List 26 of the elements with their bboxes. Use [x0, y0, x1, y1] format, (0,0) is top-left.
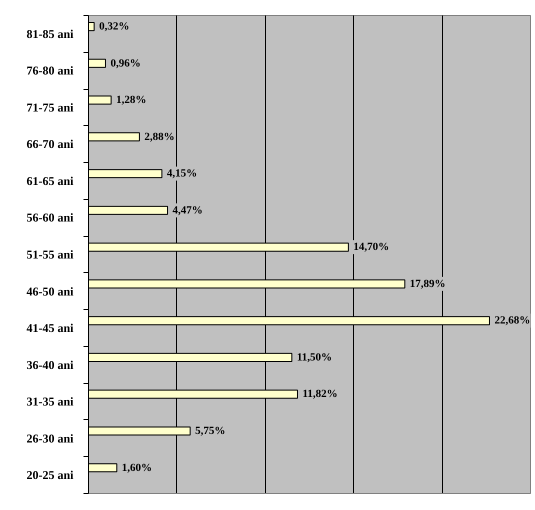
- data-label: 5,75%: [195, 424, 226, 437]
- data-label: 11,82%: [302, 388, 338, 400]
- data-label: 11,50%: [296, 351, 332, 364]
- data-label: 22,68%: [494, 314, 530, 327]
- y-tick-label: 81-85 ani: [26, 26, 74, 41]
- data-label: 1,60%: [122, 462, 152, 474]
- y-tick-label: 51-55 ani: [26, 248, 74, 262]
- data-label: 2,88%: [144, 130, 175, 143]
- y-tick-label: 36-40 ani: [26, 358, 74, 372]
- data-label: 17,89%: [410, 278, 446, 290]
- data-label: 14,70%: [353, 241, 390, 254]
- data-label: 1,28%: [116, 94, 146, 106]
- y-tick-label: 31-35 ani: [26, 394, 74, 409]
- y-tick-label: 66-70 ani: [26, 137, 74, 152]
- data-label: 0,96%: [110, 57, 141, 70]
- y-tick-label: 76-80 ani: [26, 64, 74, 78]
- y-tick-label: 61-65 ani: [26, 174, 74, 188]
- y-tick-label: 56-60 ani: [26, 210, 74, 225]
- y-tick-label: 46-50 ani: [26, 284, 74, 298]
- y-tick-label: 41-45 ani: [26, 321, 74, 336]
- y-tick-label: 20-25 ani: [26, 468, 74, 482]
- data-label: 4,15%: [166, 168, 198, 180]
- data-label: 0,32%: [99, 20, 130, 33]
- y-tick-label: 26-30 ani: [26, 431, 74, 446]
- y-tick-label: 71-75 ani: [26, 100, 74, 114]
- data-label: 4,47%: [172, 204, 203, 216]
